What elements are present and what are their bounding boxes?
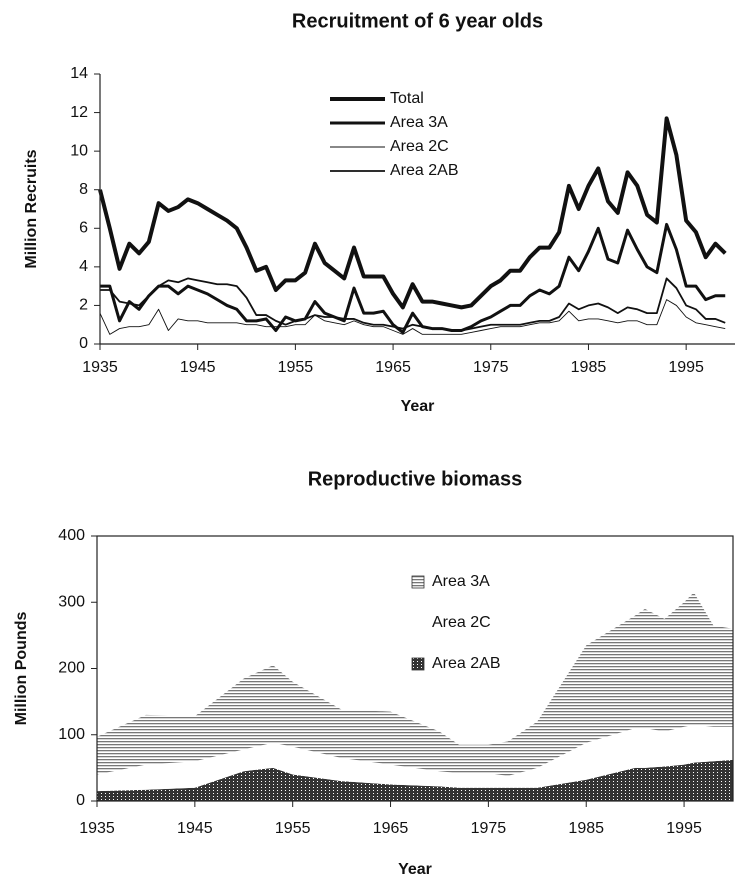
area bbox=[97, 759, 733, 801]
x-tick-label: 1975 bbox=[473, 359, 509, 376]
legend-label: Area 3A bbox=[390, 114, 448, 131]
y-tick-label: 100 bbox=[58, 726, 85, 743]
x-tick-label: 1945 bbox=[180, 359, 216, 376]
x-tick-label: 1955 bbox=[278, 359, 314, 376]
x-axis-label: Year bbox=[401, 398, 435, 415]
line bbox=[100, 222, 726, 334]
legend-swatch bbox=[412, 617, 424, 629]
x-tick-label: 1995 bbox=[666, 820, 702, 837]
x-tick-label: 1955 bbox=[275, 820, 311, 837]
y-tick-label: 0 bbox=[79, 335, 88, 352]
x-tick-label: 1935 bbox=[79, 820, 115, 837]
legend-label: Area 2AB bbox=[432, 655, 500, 672]
y-tick-label: 4 bbox=[79, 258, 88, 275]
legend-label: Area 2AB bbox=[390, 162, 458, 179]
y-tick-label: 6 bbox=[79, 220, 88, 237]
chart: Recruitment of 6 year olds Year Million Re… bbox=[23, 10, 735, 415]
y-tick-label: 400 bbox=[58, 527, 85, 544]
x-tick-label: 1985 bbox=[568, 820, 604, 837]
x-tick-label: 1995 bbox=[668, 359, 704, 376]
legend-swatch bbox=[411, 657, 425, 671]
y-axis-label: Million Pounds bbox=[13, 612, 30, 726]
line bbox=[99, 299, 726, 335]
x-tick-label: 1965 bbox=[373, 820, 409, 837]
line bbox=[98, 116, 727, 310]
x-tick-label: 1985 bbox=[571, 359, 607, 376]
chart-title: Reproductive biomass bbox=[308, 468, 523, 490]
y-tick-label: 0 bbox=[76, 792, 85, 809]
y-tick-label: 2 bbox=[79, 297, 88, 314]
y-tick-label: 200 bbox=[58, 660, 85, 677]
y-tick-label: 14 bbox=[70, 65, 88, 82]
legend-label: Total bbox=[390, 90, 424, 107]
y-tick-label: 300 bbox=[58, 593, 85, 610]
legend-swatch bbox=[411, 575, 425, 589]
x-tick-label: 1935 bbox=[82, 359, 118, 376]
x-tick-label: 1945 bbox=[177, 820, 213, 837]
area bbox=[97, 592, 733, 776]
y-tick-label: 12 bbox=[70, 104, 88, 121]
y-axis-label: Million Recruits bbox=[23, 149, 40, 268]
line bbox=[100, 277, 726, 332]
chart: Reproductive biomass Year Million Pounds Ar… bbox=[13, 468, 734, 878]
chart-title: Recruitment of 6 year olds bbox=[292, 10, 543, 32]
x-tick-label: 1975 bbox=[471, 820, 507, 837]
legend-label: Area 3A bbox=[432, 573, 490, 590]
legend-label: Area 2C bbox=[432, 614, 491, 631]
legend-label: Area 2C bbox=[390, 138, 449, 155]
x-tick-label: 1965 bbox=[375, 359, 411, 376]
area bbox=[97, 724, 733, 792]
y-tick-label: 8 bbox=[79, 181, 88, 198]
x-axis-label: Year bbox=[398, 861, 432, 878]
y-tick-label: 10 bbox=[70, 142, 88, 159]
